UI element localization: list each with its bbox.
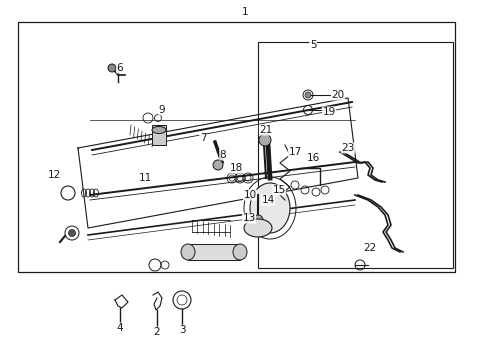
Text: 15: 15: [272, 185, 286, 195]
Text: 12: 12: [48, 170, 61, 180]
Ellipse shape: [233, 244, 247, 260]
Text: 18: 18: [229, 163, 243, 173]
Text: 5: 5: [310, 40, 317, 50]
Ellipse shape: [181, 244, 195, 260]
Text: 11: 11: [138, 173, 151, 183]
Text: 8: 8: [220, 150, 226, 160]
Text: 10: 10: [244, 190, 257, 200]
Bar: [18, 22, 455, 272]
Circle shape: [305, 92, 311, 98]
Circle shape: [253, 215, 263, 225]
Text: 4: 4: [117, 323, 123, 333]
Text: 16: 16: [306, 153, 319, 163]
Circle shape: [259, 134, 271, 146]
Text: 21: 21: [259, 125, 272, 135]
Circle shape: [69, 230, 75, 237]
Bar: [258, 42, 453, 268]
Text: 9: 9: [159, 105, 165, 115]
Ellipse shape: [250, 183, 290, 233]
Text: 20: 20: [331, 90, 344, 100]
Text: 1: 1: [242, 7, 248, 17]
Text: 6: 6: [117, 63, 123, 73]
Text: 23: 23: [342, 143, 355, 153]
Text: 7: 7: [200, 133, 206, 143]
Bar: [152, 125, 166, 145]
Text: 17: 17: [289, 147, 302, 157]
Text: 13: 13: [243, 213, 256, 223]
Circle shape: [213, 160, 223, 170]
Text: 2: 2: [154, 327, 160, 337]
Ellipse shape: [244, 219, 272, 237]
Text: 19: 19: [322, 107, 336, 117]
Circle shape: [108, 64, 116, 72]
Text: 22: 22: [364, 243, 377, 253]
Ellipse shape: [152, 126, 166, 134]
Bar: [188, 244, 240, 260]
Text: 3: 3: [179, 325, 185, 335]
Text: 14: 14: [261, 195, 274, 205]
